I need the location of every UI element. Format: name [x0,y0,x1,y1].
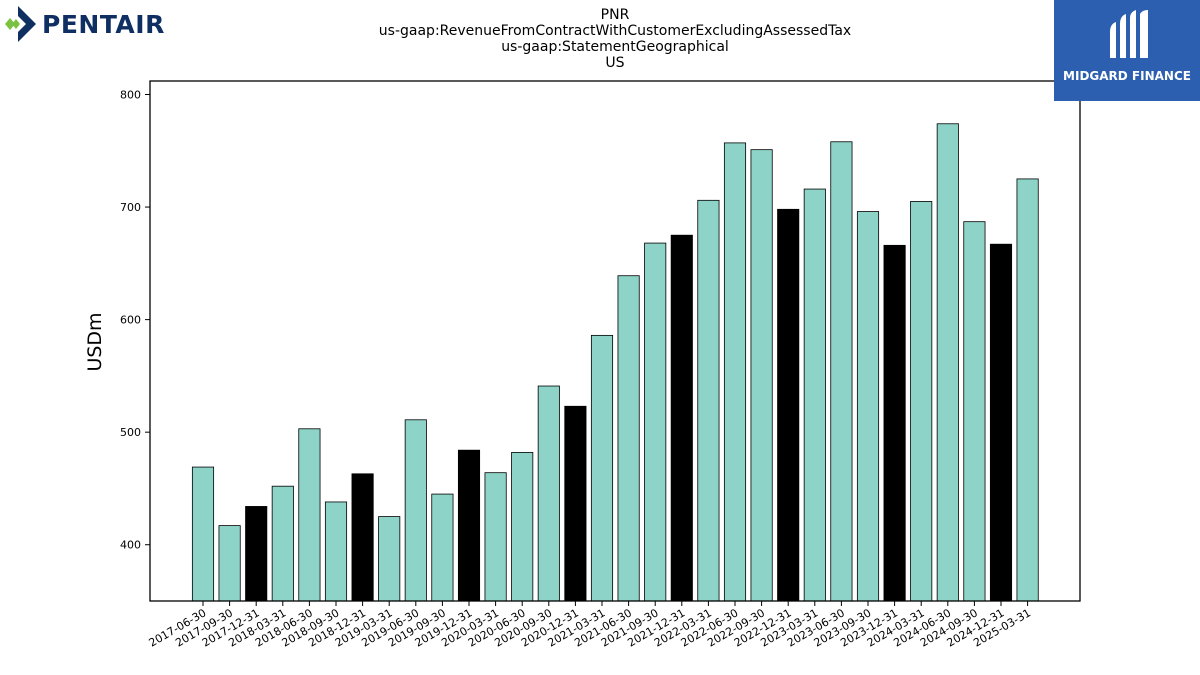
plot-frame [149,80,1081,602]
bar-2022-09-30 [750,149,773,602]
bar-2017-09-30 [218,525,241,602]
y-tick-label: 800 [120,89,141,102]
bar-2024-12-31 [989,243,1013,602]
y-axis: 400 500 600 700 800 [120,89,150,552]
pentair-wordmark: PENTAIR [42,10,165,39]
bar-2018-06-30 [298,428,321,602]
bar-2018-03-31 [271,485,294,602]
bar-2019-12-31 [457,449,481,602]
bar-2020-09-30 [537,385,560,602]
bars-group [191,123,1039,602]
title-concept: us-gaap:RevenueFromContractWithCustomerE… [378,23,852,39]
bar-2017-12-31 [245,506,268,602]
bar-2021-09-30 [644,242,667,602]
y-tick-label: 500 [120,426,141,439]
midgard-finance-logo: MIDGARD FINANCE [1054,0,1200,101]
bar-2018-12-31 [351,473,374,602]
bar-2024-09-30 [963,221,986,602]
bar-2023-09-30 [856,211,880,602]
bar-2023-12-31 [883,244,906,602]
midgard-mark-icon [1110,10,1148,58]
bar-2023-03-31 [803,188,826,602]
bar-2021-03-31 [590,334,614,602]
pentair-logo: PENTAIR [4,4,174,48]
bar-2021-06-30 [617,275,640,602]
bar-2020-06-30 [511,452,534,602]
bar-2019-09-30 [431,493,454,602]
bar-2024-06-30 [936,123,959,602]
title-ticker: PNR [600,7,630,23]
midgard-finance-name: MIDGARD FINANCE [1063,69,1191,83]
y-tick-label: 600 [120,314,141,327]
bar-2018-09-30 [324,501,348,602]
bar-2020-12-31 [564,405,587,602]
bar-2021-12-31 [670,234,693,602]
bar-2019-06-30 [404,419,427,602]
bar-2022-06-30 [723,142,747,602]
title-axis: us-gaap:StatementGeographical [501,39,729,55]
bar-2017-06-30 [191,466,215,602]
x-axis: 2017-06-302017-09-302017-12-312018-03-31… [147,601,1033,650]
chart-title: PNR us-gaap:RevenueFromContractWithCusto… [300,7,930,71]
y-axis-label: USDm [84,312,106,371]
bar-2019-03-31 [378,516,401,602]
pentair-mark-icon [5,6,36,42]
y-tick-label: 400 [120,539,141,552]
bar-2020-03-31 [484,472,507,602]
bar-2025-03-31 [1016,178,1039,602]
bar-2024-03-31 [910,201,933,602]
bar-2022-03-31 [697,199,720,602]
bar-2022-12-31 [777,208,800,602]
y-tick-label: 700 [120,201,141,214]
bar-2023-06-30 [830,141,853,602]
title-member: US [605,55,625,71]
